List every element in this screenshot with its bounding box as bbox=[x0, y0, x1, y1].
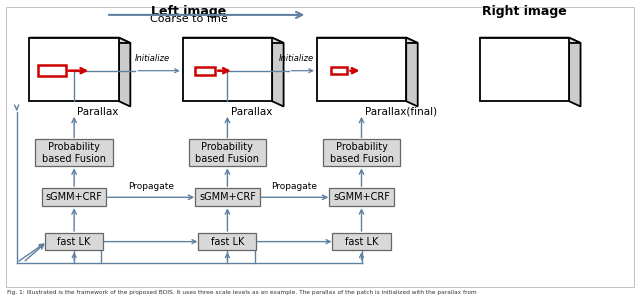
Text: Coarse to fine: Coarse to fine bbox=[150, 14, 228, 24]
Text: Right image: Right image bbox=[482, 4, 567, 18]
Polygon shape bbox=[479, 38, 580, 43]
Text: Propagate: Propagate bbox=[271, 182, 317, 191]
Text: Initialize: Initialize bbox=[135, 54, 170, 63]
Polygon shape bbox=[272, 38, 284, 107]
Text: sGMM+CRF: sGMM+CRF bbox=[199, 192, 256, 202]
FancyBboxPatch shape bbox=[332, 233, 390, 250]
FancyBboxPatch shape bbox=[45, 233, 103, 250]
Text: Parallax: Parallax bbox=[230, 107, 272, 116]
Polygon shape bbox=[29, 38, 119, 101]
Polygon shape bbox=[317, 38, 418, 43]
Bar bbox=[195, 67, 215, 75]
Text: Probability
based Fusion: Probability based Fusion bbox=[330, 142, 394, 164]
Text: Left image: Left image bbox=[152, 4, 227, 18]
Polygon shape bbox=[119, 38, 131, 107]
Text: Parallax: Parallax bbox=[77, 107, 118, 116]
Text: fast LK: fast LK bbox=[58, 237, 91, 247]
Polygon shape bbox=[406, 38, 418, 107]
Text: Fig. 1: Illustrated is the framework of the proposed BDIS. It uses three scale l: Fig. 1: Illustrated is the framework of … bbox=[7, 290, 477, 295]
FancyBboxPatch shape bbox=[42, 188, 106, 206]
FancyBboxPatch shape bbox=[323, 140, 400, 166]
Text: sGMM+CRF: sGMM+CRF bbox=[45, 192, 102, 202]
Text: Initialize: Initialize bbox=[279, 54, 314, 63]
Polygon shape bbox=[317, 38, 406, 101]
FancyBboxPatch shape bbox=[35, 140, 113, 166]
Polygon shape bbox=[182, 38, 272, 101]
Polygon shape bbox=[479, 38, 569, 101]
Text: sGMM+CRF: sGMM+CRF bbox=[333, 192, 390, 202]
Text: Probability
based Fusion: Probability based Fusion bbox=[42, 142, 106, 164]
Text: Parallax(final): Parallax(final) bbox=[365, 107, 437, 116]
Text: Probability
based Fusion: Probability based Fusion bbox=[195, 142, 259, 164]
FancyBboxPatch shape bbox=[198, 233, 257, 250]
Bar bbox=[38, 65, 66, 76]
Bar bbox=[331, 67, 348, 74]
Text: Propagate: Propagate bbox=[128, 182, 174, 191]
FancyBboxPatch shape bbox=[329, 188, 394, 206]
Polygon shape bbox=[569, 38, 580, 107]
FancyBboxPatch shape bbox=[189, 140, 266, 166]
Polygon shape bbox=[182, 38, 284, 43]
Text: fast LK: fast LK bbox=[345, 237, 378, 247]
Polygon shape bbox=[29, 38, 131, 43]
FancyBboxPatch shape bbox=[195, 188, 260, 206]
Text: fast LK: fast LK bbox=[211, 237, 244, 247]
